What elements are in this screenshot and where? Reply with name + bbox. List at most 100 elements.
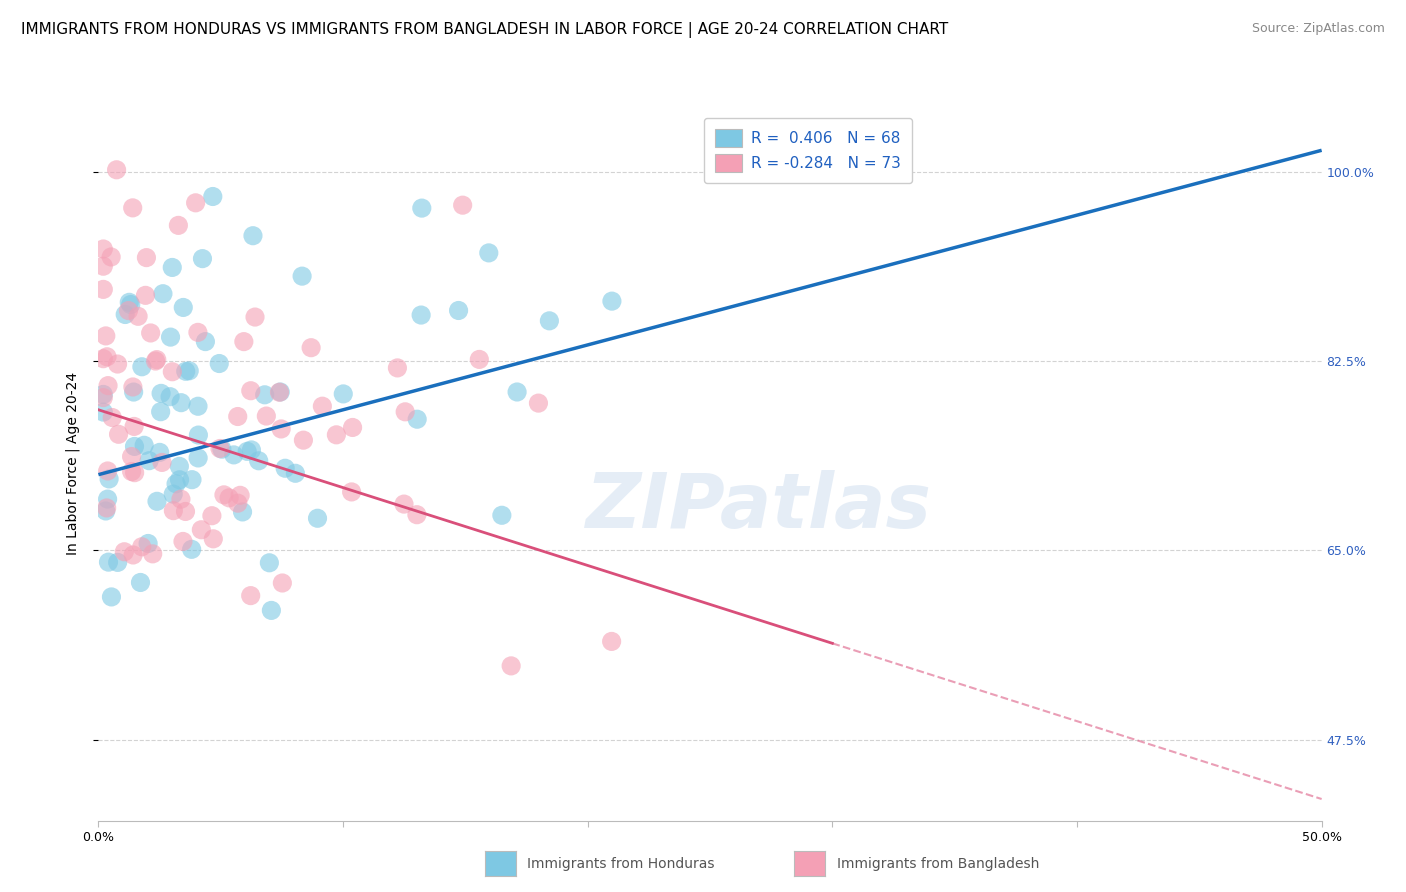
Point: [120, 297, 142, 311]
Point: [211, 442, 233, 457]
Point: [311, 399, 333, 413]
Point: [299, 341, 322, 355]
Point: [392, 497, 415, 511]
Point: [107, 427, 129, 442]
Point: [180, 542, 202, 557]
Point: [91, 242, 114, 256]
Point: [139, 326, 162, 340]
Text: Immigrants from Honduras: Immigrants from Honduras: [527, 857, 714, 871]
Point: [478, 246, 501, 260]
Point: [342, 420, 364, 434]
Point: [208, 357, 231, 371]
Point: [97, 492, 120, 507]
Point: [447, 303, 470, 318]
Point: [191, 252, 214, 266]
Point: [97, 464, 120, 478]
Point: [124, 439, 146, 453]
Point: [136, 536, 159, 550]
Point: [112, 545, 135, 559]
Point: [127, 310, 149, 324]
Point: [208, 442, 231, 456]
Point: [222, 448, 245, 462]
Point: [232, 334, 254, 349]
Point: [149, 445, 172, 459]
Point: [247, 454, 270, 468]
Point: [332, 387, 354, 401]
Point: [165, 476, 187, 491]
Point: [131, 359, 153, 374]
Point: [411, 201, 433, 215]
Point: [118, 295, 141, 310]
Legend: R =  0.406   N = 68, R = -0.284   N = 73: R = 0.406 N = 68, R = -0.284 N = 73: [704, 119, 912, 183]
Point: [172, 301, 194, 315]
Point: [229, 488, 252, 502]
Point: [600, 634, 623, 648]
Point: [240, 442, 263, 457]
Point: [259, 556, 281, 570]
Text: ZIPatlas: ZIPatlas: [586, 470, 932, 543]
Point: [187, 326, 209, 340]
Point: [202, 532, 225, 546]
Point: [159, 330, 181, 344]
Point: [169, 473, 191, 487]
Point: [107, 555, 129, 569]
Point: [406, 412, 429, 426]
Point: [138, 453, 160, 467]
Point: [174, 504, 197, 518]
Point: [242, 228, 264, 243]
Point: [150, 386, 173, 401]
Point: [121, 201, 143, 215]
Point: [134, 288, 156, 302]
Point: [91, 387, 114, 401]
Point: [411, 308, 433, 322]
Point: [121, 465, 143, 479]
Point: [538, 314, 561, 328]
Point: [169, 459, 191, 474]
Point: [94, 329, 117, 343]
Point: [269, 384, 291, 399]
Point: [96, 500, 118, 515]
Point: [170, 492, 193, 507]
Point: [394, 405, 416, 419]
Point: [291, 269, 314, 284]
Point: [468, 352, 491, 367]
Point: [179, 364, 201, 378]
Point: [292, 433, 315, 447]
Point: [105, 162, 128, 177]
Point: [307, 511, 329, 525]
Point: [243, 310, 266, 324]
Point: [506, 384, 529, 399]
Point: [91, 391, 114, 405]
Point: [114, 308, 136, 322]
Point: [122, 380, 145, 394]
Point: [91, 351, 114, 366]
Point: [340, 484, 363, 499]
Point: [129, 575, 152, 590]
Point: [97, 378, 120, 392]
Y-axis label: In Labor Force | Age 20-24: In Labor Force | Age 20-24: [66, 372, 80, 556]
Point: [167, 219, 190, 233]
Point: [271, 576, 294, 591]
Point: [162, 260, 184, 275]
Point: [236, 444, 259, 458]
Point: [145, 354, 167, 368]
Point: [117, 303, 139, 318]
Point: [100, 590, 122, 604]
Point: [451, 198, 474, 212]
Point: [122, 385, 145, 400]
Point: [269, 385, 291, 400]
Point: [190, 523, 212, 537]
Point: [124, 466, 146, 480]
Point: [145, 352, 167, 367]
Point: [97, 555, 120, 569]
Point: [239, 589, 262, 603]
Point: [218, 491, 240, 505]
Point: [131, 540, 153, 554]
Point: [174, 364, 197, 378]
Point: [181, 473, 204, 487]
Point: [146, 494, 169, 508]
Point: [162, 503, 184, 517]
Point: [527, 396, 550, 410]
Point: [162, 487, 184, 501]
Point: [260, 603, 283, 617]
